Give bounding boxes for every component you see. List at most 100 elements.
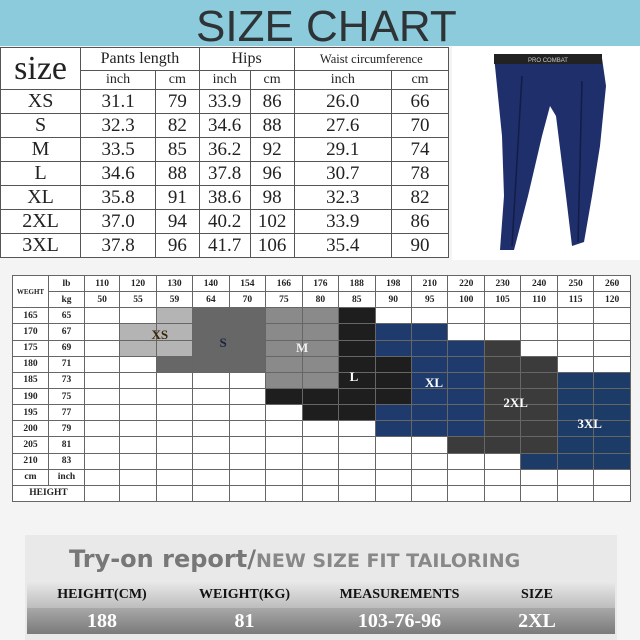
measurement-cell: 74 [391, 137, 449, 162]
table-row: 2XL 37.0 94 40.2 102 33.9 86 [0, 209, 449, 234]
grid-cell [374, 307, 412, 325]
size-zone-cell-m [265, 323, 303, 341]
size-zone-cell-xl [447, 371, 485, 389]
table-row: XL 35.8 91 38.6 98 32.3 82 [0, 185, 449, 210]
unit-header: cm [154, 70, 200, 90]
grid-cell [83, 339, 121, 357]
size-zone-cell-3xl [556, 436, 595, 454]
measurement-cell: 88 [154, 161, 200, 186]
kg-header: 90 [374, 291, 412, 309]
report-subtitle: NEW SIZE FIT TAILORING [255, 550, 521, 572]
kg-label: kg [48, 291, 85, 309]
grid-cell [192, 484, 230, 503]
height-inch: 83 [48, 452, 85, 470]
height-inch: 79 [48, 420, 85, 438]
size-zone-cell-xl [374, 404, 412, 422]
report-title: Try-on report/NEW SIZE FIT TAILORING [69, 545, 520, 573]
size-zone-label-xl: XL [424, 375, 444, 391]
measurement-cell: 34.6 [198, 113, 251, 138]
size-zone-cell-xl [447, 387, 485, 406]
grid-cell [556, 484, 595, 503]
size-zone-cell-m [301, 339, 340, 357]
grid-cell [228, 420, 267, 438]
measurement-cell: 94 [154, 209, 200, 234]
grid-cell [265, 452, 303, 470]
size-cell: M [0, 137, 82, 162]
size-zone-cell-m [301, 355, 340, 373]
size-zone-cell-2xl [483, 387, 522, 406]
size-zone-cell-3xl [556, 371, 595, 389]
weight-label: WEGHT [12, 274, 49, 309]
lb-header: 166 [265, 274, 303, 293]
report-title-main: Try-on report/ [69, 545, 256, 573]
pants-length-header: Pants length [80, 47, 200, 71]
size-cell: 2XL [0, 209, 82, 234]
grid-cell [119, 452, 157, 470]
inch-label: inch [48, 468, 85, 486]
report-value-size: 2XL [518, 610, 556, 632]
grid-cell [338, 436, 376, 454]
grid-cell [556, 468, 595, 486]
measurement-cell: 29.1 [293, 137, 393, 162]
size-zone-cell-xl [410, 404, 449, 422]
grid-cell [155, 436, 194, 454]
measurement-cell: 33.9 [198, 89, 251, 114]
grid-cell [83, 452, 121, 470]
size-zone-cell-xl [447, 355, 485, 373]
grid-cell [155, 404, 194, 422]
size-zone-cell-2xl [520, 436, 558, 454]
measurement-cell: 96 [154, 233, 200, 258]
grid-cell [520, 323, 558, 341]
size-cell: XL [0, 185, 82, 210]
grid-cell [155, 484, 194, 503]
grid-cell [155, 468, 194, 486]
size-zone-cell-m [265, 355, 303, 373]
size-zone-cell-s [228, 355, 267, 373]
grid-cell [119, 420, 157, 438]
grid-cell [83, 468, 121, 486]
try-on-report: Try-on report/NEW SIZE FIT TAILORING HEI… [25, 535, 617, 640]
size-zone-cell-2xl [520, 404, 558, 422]
grid-cell [155, 371, 194, 389]
unit-header: cm [391, 70, 449, 90]
size-cell: XS [0, 89, 82, 114]
grid-row: 170 67 [12, 323, 631, 341]
measurement-cell: 36.2 [198, 137, 251, 162]
size-zone-cell-xl [374, 420, 412, 438]
height-inch: 69 [48, 339, 85, 357]
size-zone-cell-m [301, 371, 340, 389]
size-zone-cell-l [374, 371, 412, 389]
page-title: SIZE CHART [196, 2, 457, 51]
size-zone-cell-xl [374, 323, 412, 341]
size-zone-label-l: L [349, 368, 359, 384]
size-cell: S [0, 113, 82, 138]
unit-header: inch [293, 70, 393, 90]
size-zone-cell-m [301, 307, 340, 325]
svg-text:PRO COMBAT: PRO COMBAT [528, 58, 568, 64]
size-zone-label-2xl: 2XL [503, 395, 528, 411]
grid-cell [556, 339, 595, 357]
size-zone-cell-xs [119, 323, 157, 341]
measurement-cell: 85 [154, 137, 200, 162]
grid-cell [410, 484, 449, 503]
unit-header: cm [249, 70, 295, 90]
size-cell: L [0, 161, 82, 186]
measurement-cell: 88 [249, 113, 295, 138]
size-zone-cell-3xl [556, 404, 595, 422]
measurement-cell: 90 [391, 233, 449, 258]
size-zone-cell-m [265, 371, 303, 389]
grid-cell [119, 371, 157, 389]
measurement-cell: 92 [249, 137, 295, 162]
grid-cell [155, 452, 194, 470]
grid-cell [83, 323, 121, 341]
height-cm: 200 [12, 420, 49, 438]
grid-cell [374, 484, 412, 503]
grid-cell [556, 355, 595, 373]
table-row: XS 31.1 79 33.9 86 26.0 66 [0, 89, 449, 114]
grid-cell [447, 452, 485, 470]
report-value-row: 188 81 103-76-96 2XL [27, 608, 615, 634]
grid-cell [593, 468, 631, 486]
size-zone-cell-xl [374, 339, 412, 357]
grid-cell [119, 355, 157, 373]
height-inch: 71 [48, 355, 85, 373]
